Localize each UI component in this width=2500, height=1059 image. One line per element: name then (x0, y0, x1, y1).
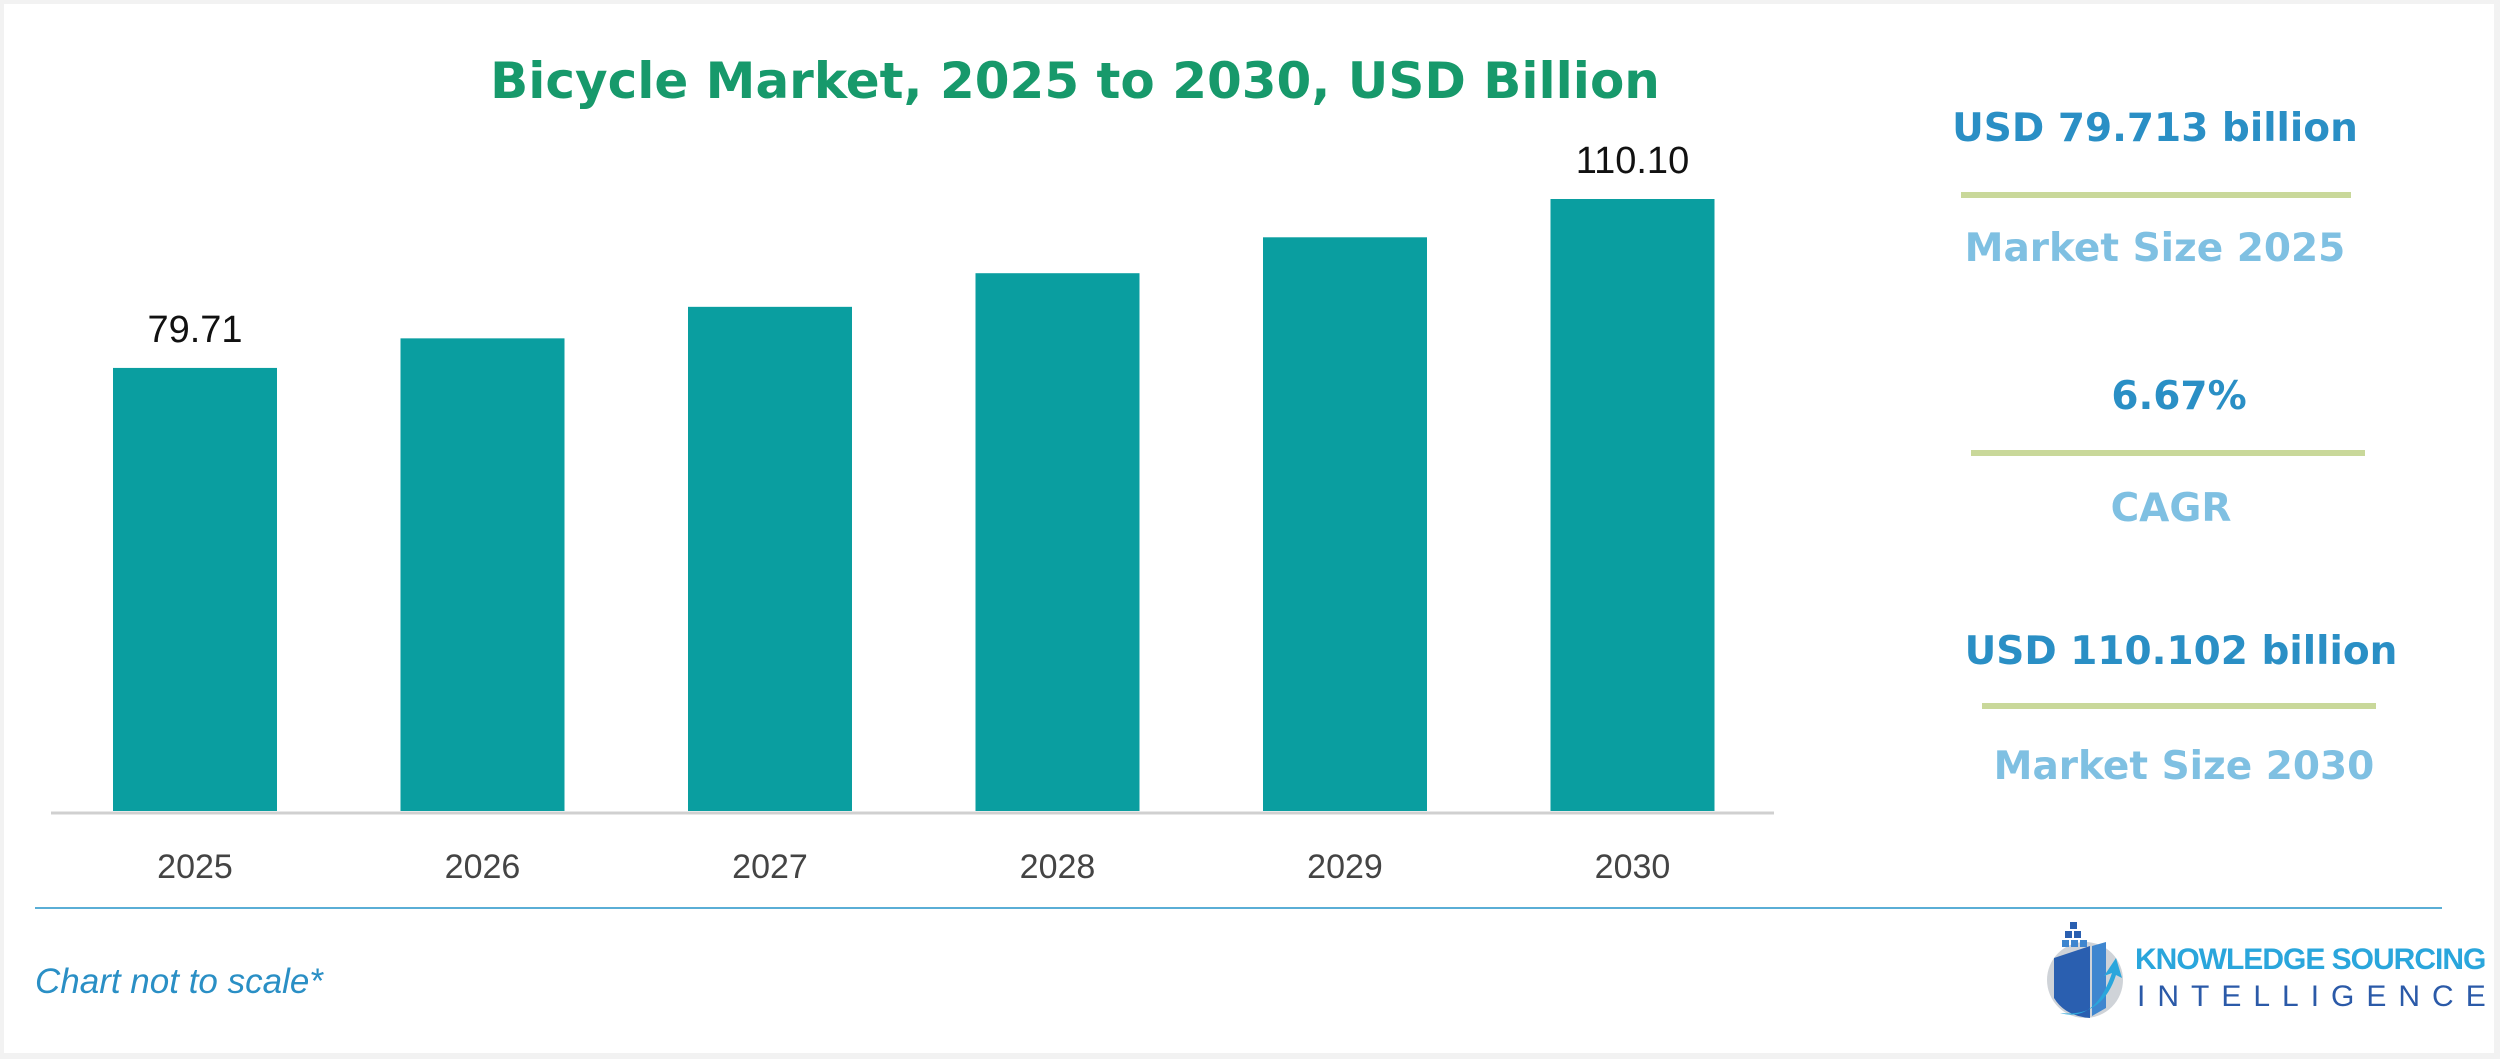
data-label-2030: 110.10 (1576, 140, 1689, 182)
kpi-separator (1982, 703, 2376, 709)
x-tick-label: 2025 (157, 848, 233, 886)
chart-note: Chart not to scale* (35, 962, 323, 1001)
kpi-separator (1971, 450, 2365, 456)
bar-chart: 2025 79.71 2026 2027 2028 2029 2030 110.10 (51, 140, 1774, 886)
bar-2025 (113, 367, 277, 811)
x-tick-label: 2027 (732, 848, 808, 886)
kpi-separator (1961, 192, 2351, 198)
company-logo: KNOWLEDGE SOURCING INTELLIGENCE (2040, 918, 2486, 1023)
bar-2029 (1263, 237, 1427, 811)
chart-title: Bicycle Market, 2025 to 2030, USD Billio… (490, 52, 1660, 110)
building-arrow-logo-icon (2047, 922, 2123, 1018)
logo-text-line2: INTELLIGENCE (2137, 980, 2498, 1013)
kpi-cagr-value: 6.67% (2111, 374, 2247, 419)
x-tick-label: 2026 (445, 848, 521, 886)
x-tick-label: 2028 (1020, 848, 1096, 886)
data-label-2025: 79.71 (147, 309, 242, 351)
logo-text-line1: KNOWLEDGE SOURCING (2135, 943, 2486, 976)
kpi-market-size-2030-label: Market Size 2030 (1993, 744, 2375, 789)
kpi-market-size-2030-value: USD 110.102 billion (1964, 629, 2398, 674)
x-tick-label: 2030 (1595, 848, 1671, 886)
bar-2026 (400, 338, 565, 811)
x-tick-label: 2029 (1307, 848, 1383, 886)
bar-2027 (688, 306, 852, 811)
footer-divider (35, 907, 2442, 909)
kpi-market-size-2025-label: Market Size 2025 (1964, 226, 2346, 271)
bar-2030 (1550, 199, 1715, 811)
kpi-cagr-label: CAGR (2110, 486, 2232, 531)
kpi-market-size-2025-value: USD 79.713 billion (1952, 106, 2358, 151)
bar-2028 (975, 273, 1140, 811)
